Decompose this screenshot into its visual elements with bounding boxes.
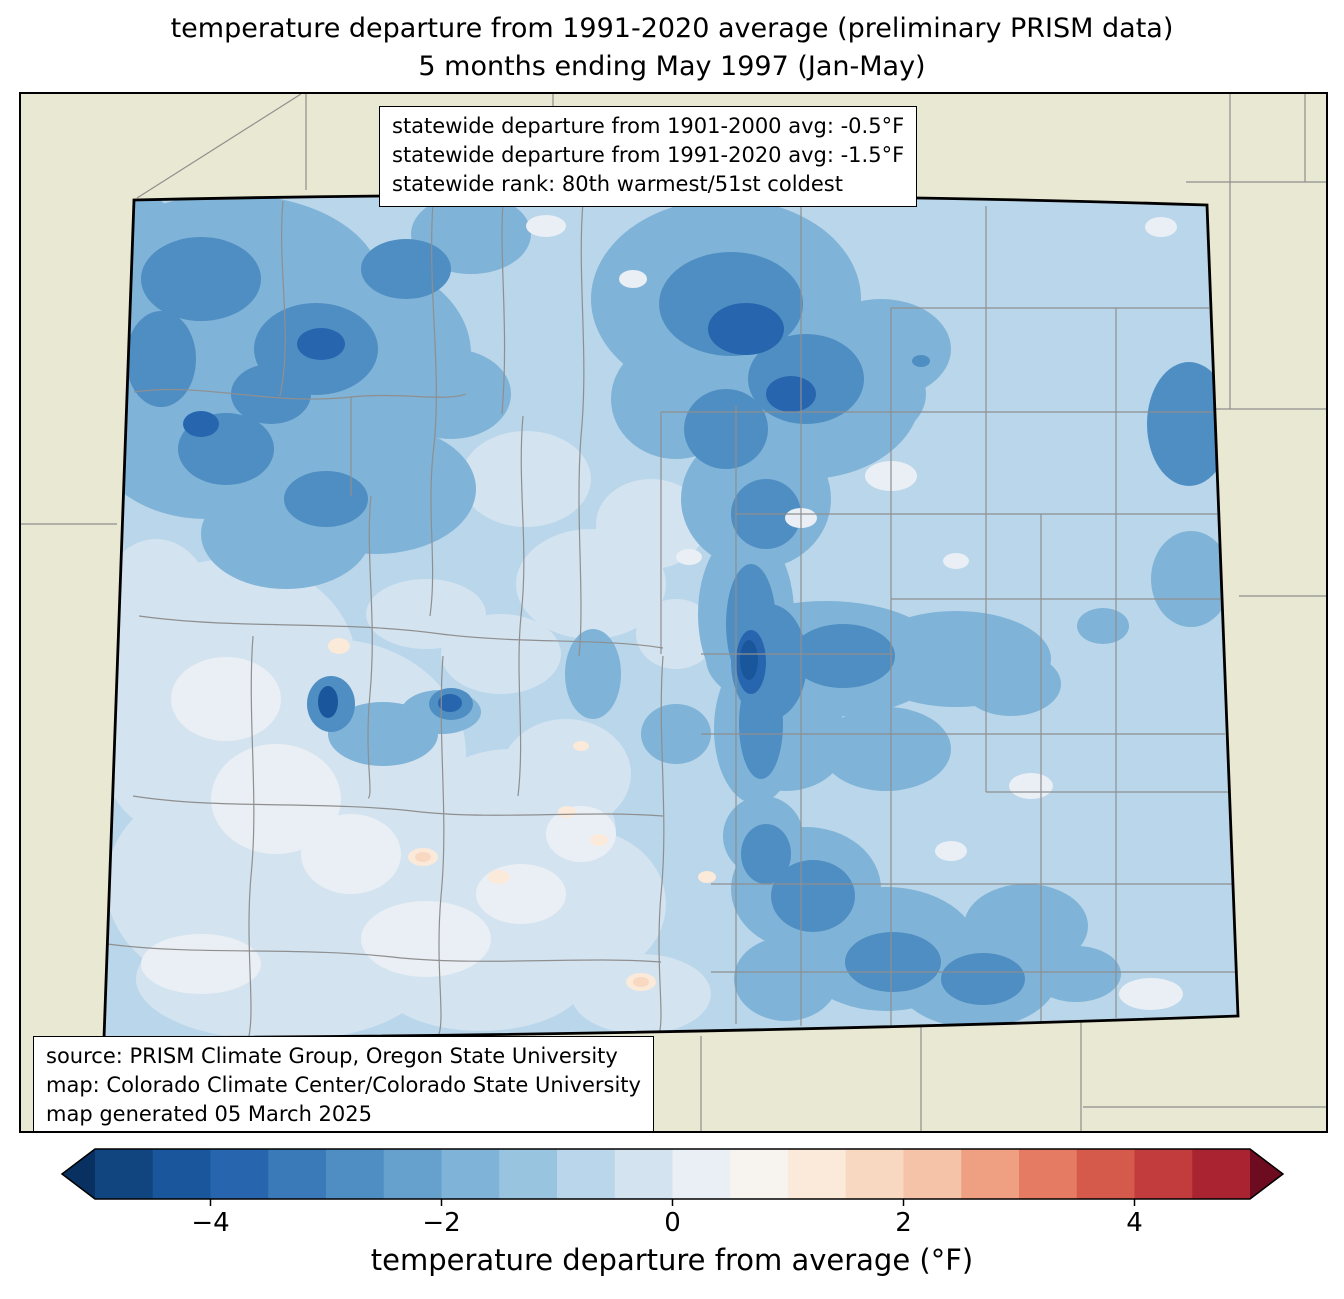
colorbar-tick-label: −4: [191, 1208, 229, 1238]
colorbar-band: [672, 1149, 731, 1199]
stats-line-2: statewide departure from 1991-2020 avg: …: [392, 143, 905, 167]
source-box: source: PRISM Climate Group, Oregon Stat…: [33, 1036, 654, 1131]
colorbar: −4 −2 0 2 4 temperature departure from avera…: [0, 1139, 1344, 1277]
colorbar-axis-label: temperature departure from average (°F): [370, 1243, 974, 1277]
colorbar-band: [557, 1149, 616, 1199]
colorbar-tick-label: 2: [895, 1208, 912, 1238]
colorado-interior: [104, 195, 1238, 1038]
darker-cold-cores: [183, 303, 816, 712]
warm-anomaly-spots: [328, 638, 716, 991]
colorbar-band: [1134, 1149, 1193, 1199]
colorbar-band: [95, 1149, 154, 1199]
colorado-map-svg: [21, 94, 1326, 1131]
county-lines: [106, 200, 1235, 1037]
colorbar-band: [326, 1149, 385, 1199]
colorbar-outline: [60, 1148, 1285, 1200]
colorbar-band: [1192, 1149, 1251, 1199]
colorbar-arrow: [62, 1149, 95, 1199]
page-title-line2: 5 months ending May 1997 (Jan-May): [418, 51, 926, 82]
colorbar-band: [441, 1149, 500, 1199]
colorbar-band: [499, 1149, 558, 1199]
colorbar-band: [903, 1149, 962, 1199]
colorbar-tick-label: 4: [1126, 1208, 1143, 1238]
colorbar-band: [961, 1149, 1020, 1199]
colorbar-tick-label: 0: [664, 1208, 681, 1238]
colorbar-band: [152, 1149, 212, 1199]
near-white-regions: [141, 657, 616, 994]
stats-line-3: statewide rank: 80th warmest/51st coldes…: [392, 172, 843, 196]
colorbar-band: [845, 1149, 905, 1199]
map-plot-area: statewide departure from 1901-2000 avg: …: [19, 92, 1328, 1133]
colorbar-band: [268, 1149, 327, 1199]
darkest-cold-cores: [318, 640, 758, 718]
colorbar-svg: −4 −2 0 2 4: [60, 1148, 1285, 1238]
stats-line-1: statewide departure from 1901-2000 avg: …: [392, 114, 905, 138]
colorbar-band: [730, 1149, 789, 1199]
colorbar-band: [210, 1149, 269, 1199]
source-line-2: map: Colorado Climate Center/Colorado St…: [46, 1073, 641, 1097]
page-title: temperature departure from 1991-2020 ave…: [0, 0, 1344, 86]
colorbar-arrow: [1250, 1149, 1283, 1199]
source-line-3: map generated 05 March 2025: [46, 1102, 373, 1126]
colorbar-band: [383, 1149, 443, 1199]
colorbar-band: [614, 1149, 674, 1199]
colorbar-tick-label: −2: [422, 1208, 460, 1238]
colorbar-band: [1076, 1149, 1136, 1199]
source-line-1: source: PRISM Climate Group, Oregon Stat…: [46, 1044, 618, 1068]
page-title-line1: temperature departure from 1991-2020 ave…: [170, 13, 1174, 44]
stats-box: statewide departure from 1901-2000 avg: …: [379, 106, 918, 207]
colorbar-band: [1019, 1149, 1078, 1199]
colorbar-band: [788, 1149, 847, 1199]
